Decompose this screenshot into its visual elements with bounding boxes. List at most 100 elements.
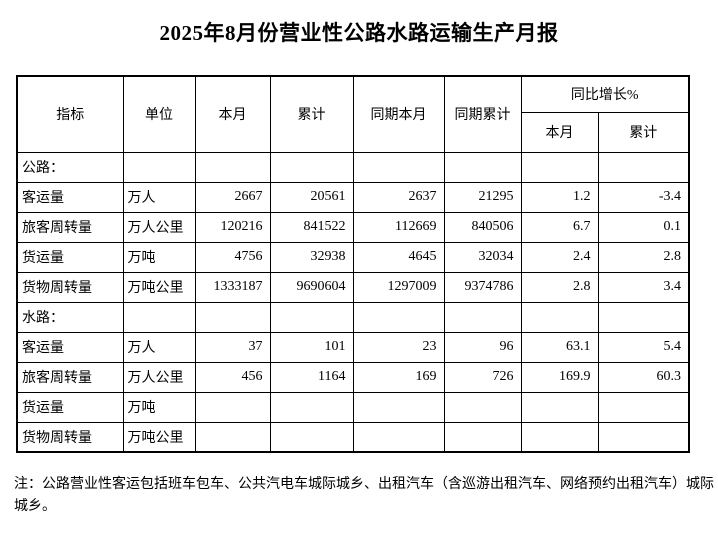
value-cell: 37 bbox=[194, 331, 271, 363]
value-cell: 2.8 bbox=[597, 241, 690, 273]
value-cell bbox=[194, 301, 271, 333]
value-cell: 32938 bbox=[269, 241, 354, 273]
col-header-yoy-cumulative: 累计 bbox=[597, 111, 690, 153]
value-cell: 2.4 bbox=[520, 241, 599, 273]
value-cell bbox=[443, 301, 522, 333]
value-cell: 840506 bbox=[443, 211, 522, 243]
value-cell: 4645 bbox=[352, 241, 445, 273]
value-cell: 63.1 bbox=[520, 331, 599, 363]
table-row: 旅客周转量 万人公里 120216 841522 112669 840506 6… bbox=[16, 211, 690, 243]
value-cell: 1.2 bbox=[520, 181, 599, 213]
value-cell: 6.7 bbox=[520, 211, 599, 243]
header-row-1: 指标 单位 本月 累计 同期本月 同期累计 同比增长% bbox=[16, 75, 690, 153]
value-cell: 120216 bbox=[194, 211, 271, 243]
value-cell bbox=[352, 391, 445, 423]
table-row: 货物周转量 万吨公里 1333187 9690604 1297009 93747… bbox=[16, 271, 690, 303]
col-header-current-month: 本月 bbox=[194, 75, 271, 153]
value-cell bbox=[269, 301, 354, 333]
unit-cell: 万吨 bbox=[122, 391, 196, 423]
unit-cell: 万吨 bbox=[122, 241, 196, 273]
table-row: 货物周转量 万吨公里 bbox=[16, 421, 690, 453]
col-header-yoy-current-month: 本月 bbox=[520, 111, 599, 153]
value-cell: 9374786 bbox=[443, 271, 522, 303]
unit-cell bbox=[122, 151, 196, 183]
value-cell: 1297009 bbox=[352, 271, 445, 303]
value-cell: 169.9 bbox=[520, 361, 599, 393]
value-cell: 20561 bbox=[269, 181, 354, 213]
indicator-cell: 旅客周转量 bbox=[16, 211, 124, 243]
unit-cell: 万人公里 bbox=[122, 211, 196, 243]
value-cell: 112669 bbox=[352, 211, 445, 243]
value-cell: -3.4 bbox=[597, 181, 690, 213]
value-cell: 23 bbox=[352, 331, 445, 363]
value-cell: 101 bbox=[269, 331, 354, 363]
value-cell: 2.8 bbox=[520, 271, 599, 303]
value-cell bbox=[352, 151, 445, 183]
value-cell bbox=[194, 391, 271, 423]
table-row: 旅客周转量 万人公里 456 1164 169 726 169.9 60.3 bbox=[16, 361, 690, 393]
unit-cell: 万人公里 bbox=[122, 361, 196, 393]
col-header-yoy-growth: 同比增长% bbox=[520, 75, 690, 113]
indicator-cell: 客运量 bbox=[16, 331, 124, 363]
value-cell bbox=[520, 391, 599, 423]
value-cell bbox=[194, 151, 271, 183]
indicator-cell: 货运量 bbox=[16, 391, 124, 423]
value-cell: 9690604 bbox=[269, 271, 354, 303]
value-cell bbox=[520, 421, 599, 453]
indicator-cell: 旅客周转量 bbox=[16, 361, 124, 393]
value-cell bbox=[597, 151, 690, 183]
section-row-waterway: 水路： bbox=[16, 301, 690, 333]
value-cell: 60.3 bbox=[597, 361, 690, 393]
value-cell: 841522 bbox=[269, 211, 354, 243]
col-header-same-period-month: 同期本月 bbox=[352, 75, 445, 153]
col-header-unit: 单位 bbox=[122, 75, 196, 153]
value-cell bbox=[443, 391, 522, 423]
table-row: 货运量 万吨 4756 32938 4645 32034 2.4 2.8 bbox=[16, 241, 690, 273]
table-row: 货运量 万吨 bbox=[16, 391, 690, 423]
value-cell: 96 bbox=[443, 331, 522, 363]
table-row: 客运量 万人 37 101 23 96 63.1 5.4 bbox=[16, 331, 690, 363]
section-label: 公路： bbox=[16, 151, 124, 183]
unit-cell: 万吨公里 bbox=[122, 271, 196, 303]
unit-cell: 万人 bbox=[122, 181, 196, 213]
header-row-2: 本月 累计 bbox=[17, 111, 690, 153]
indicator-cell: 货物周转量 bbox=[16, 271, 124, 303]
value-cell bbox=[597, 301, 690, 333]
value-cell bbox=[269, 421, 354, 453]
value-cell bbox=[443, 151, 522, 183]
value-cell bbox=[269, 151, 354, 183]
value-cell: 4756 bbox=[194, 241, 271, 273]
table-row: 客运量 万人 2667 20561 2637 21295 1.2 -3.4 bbox=[16, 181, 690, 213]
value-cell: 5.4 bbox=[597, 331, 690, 363]
value-cell: 1333187 bbox=[194, 271, 271, 303]
unit-cell: 万吨公里 bbox=[122, 421, 196, 453]
value-cell bbox=[520, 151, 599, 183]
unit-cell bbox=[122, 301, 196, 333]
col-header-indicator: 指标 bbox=[16, 75, 124, 153]
value-cell: 2667 bbox=[194, 181, 271, 213]
value-cell: 21295 bbox=[443, 181, 522, 213]
footnote: 注：公路营业性客运包括班车包车、公共汽电车城际城乡、出租汽车（含巡游出租汽车、网… bbox=[14, 477, 714, 514]
value-cell bbox=[269, 391, 354, 423]
value-cell bbox=[443, 421, 522, 453]
unit-cell: 万人 bbox=[122, 331, 196, 363]
value-cell bbox=[352, 301, 445, 333]
value-cell bbox=[597, 391, 690, 423]
indicator-cell: 货物周转量 bbox=[16, 421, 124, 453]
indicator-cell: 客运量 bbox=[16, 181, 124, 213]
transport-report-table: 指标 单位 本月 累计 同期本月 同期累计 同比增长% 本月 累计 公路： 客运… bbox=[16, 75, 690, 453]
value-cell bbox=[520, 301, 599, 333]
value-cell: 3.4 bbox=[597, 271, 690, 303]
value-cell: 2637 bbox=[352, 181, 445, 213]
section-row-road: 公路： bbox=[16, 151, 690, 183]
value-cell: 1164 bbox=[269, 361, 354, 393]
col-header-cumulative: 累计 bbox=[269, 75, 354, 153]
value-cell: 0.1 bbox=[597, 211, 690, 243]
indicator-cell: 货运量 bbox=[16, 241, 124, 273]
page-title: 2025年8月份营业性公路水路运输生产月报 bbox=[159, 21, 559, 45]
col-header-same-period-cumulative: 同期累计 bbox=[443, 75, 522, 153]
value-cell: 456 bbox=[194, 361, 271, 393]
value-cell bbox=[194, 421, 271, 453]
value-cell: 726 bbox=[443, 361, 522, 393]
value-cell bbox=[597, 421, 690, 453]
